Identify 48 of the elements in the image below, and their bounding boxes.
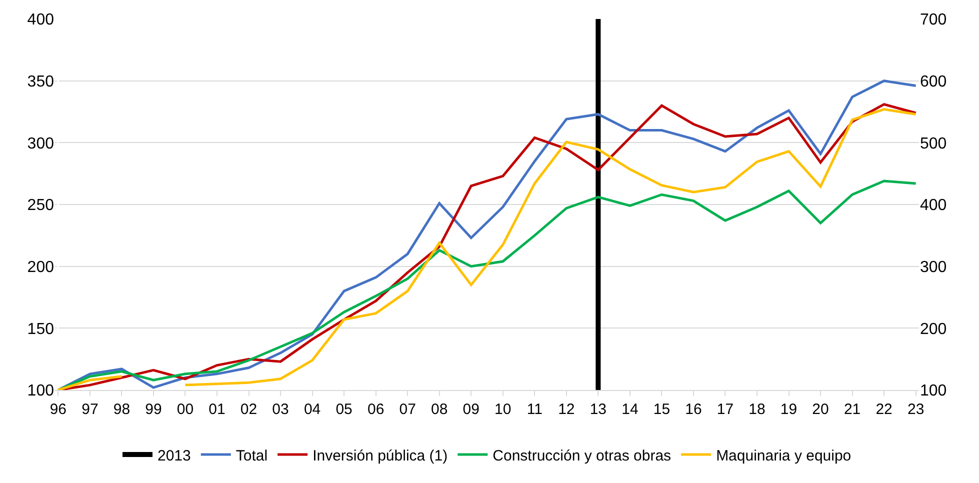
x-tick-label: 12 — [558, 401, 575, 418]
y2-tick-label: 100 — [920, 382, 947, 400]
y-tick-label: 250 — [27, 197, 54, 214]
y-tick-label: 300 — [27, 135, 54, 152]
x-tick-label: 20 — [812, 401, 829, 418]
x-tick-label: 22 — [876, 401, 892, 418]
legend-label: 2013 — [158, 447, 191, 464]
x-tick-label: 04 — [304, 401, 321, 418]
x-tick-label: 10 — [494, 401, 512, 418]
legend-label: Total — [236, 447, 268, 464]
x-tick-label: 21 — [844, 401, 861, 418]
y-tick-label: 100 — [27, 382, 54, 400]
x-tick-label: 18 — [748, 401, 766, 418]
x-tick-label: 23 — [907, 401, 924, 418]
y-tick-label: 150 — [27, 320, 54, 338]
x-tick-label: 96 — [50, 401, 67, 418]
x-tick-label: 16 — [685, 401, 702, 418]
x-tick-label: 98 — [113, 401, 130, 418]
x-tick-label: 07 — [399, 401, 416, 418]
y-tick-label: 200 — [27, 258, 54, 276]
x-tick-label: 00 — [176, 401, 194, 418]
x-tick-label: 09 — [462, 401, 480, 418]
y2-tick-label: 400 — [920, 197, 947, 214]
legend-label: Maquinaria y equipo — [716, 447, 852, 464]
x-tick-label: 13 — [590, 401, 607, 418]
y2-tick-label: 700 — [920, 12, 947, 29]
y2-tick-label: 300 — [920, 258, 947, 276]
x-tick-label: 99 — [145, 401, 162, 418]
y2-tick-label: 200 — [920, 320, 947, 338]
y2-tick-label: 600 — [920, 73, 947, 90]
x-tick-label: 17 — [716, 401, 734, 418]
x-tick-label: 05 — [336, 401, 352, 418]
x-tick-label: 14 — [622, 401, 638, 418]
line-series — [56, 180, 918, 390]
x-tick-label: 19 — [780, 401, 798, 418]
y-tick-label: 350 — [27, 73, 54, 90]
x-tick-label: 01 — [208, 401, 226, 418]
y-tick-label: 400 — [27, 12, 54, 29]
x-tick-label: 15 — [653, 401, 670, 418]
legend-label: Inversión pública (1) — [312, 447, 448, 464]
x-tick-label: 02 — [240, 401, 258, 418]
x-tick-label: 06 — [367, 401, 384, 418]
legend-label: Construcción y otras obras — [492, 447, 672, 464]
x-tick-label: 08 — [431, 401, 448, 418]
x-tick-label: 11 — [526, 401, 542, 418]
y2-tick-label: 500 — [920, 135, 947, 152]
x-tick-label: 97 — [82, 401, 98, 418]
x-tick-label: 03 — [272, 401, 289, 418]
